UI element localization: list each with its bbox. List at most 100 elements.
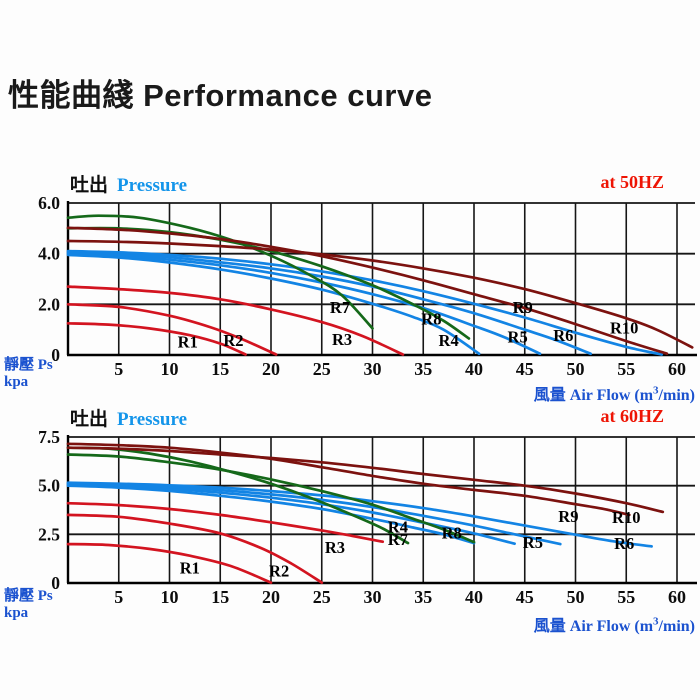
chart60-curve-label-R6: R6 bbox=[614, 534, 634, 553]
chart60-yaxis-unit-line2: kpa bbox=[4, 605, 29, 621]
chart50-xtick-30: 30 bbox=[364, 359, 382, 379]
chart60-ylabel-cjk: 靜壓 bbox=[4, 588, 35, 604]
chart60-curve-label-R4: R4 bbox=[388, 518, 408, 537]
chart50-xtick-35: 35 bbox=[414, 359, 432, 379]
chart50-xtick-40: 40 bbox=[465, 359, 483, 379]
chart60-curve-label-R7: R7 bbox=[388, 530, 408, 549]
chart50-ytick-0: 0 bbox=[51, 345, 60, 365]
chart50-curve-label-R8: R8 bbox=[421, 310, 441, 329]
chart60-xlabel-en-suffix: /min) bbox=[658, 618, 695, 635]
chart50-curve-R2 bbox=[66, 302, 278, 356]
chart50-ylabel-cjk: 靜壓 bbox=[4, 357, 35, 373]
chart60-curve-R7 bbox=[66, 446, 410, 545]
chart50-xtick-45: 45 bbox=[516, 359, 534, 379]
chart60-curve-R6 bbox=[66, 481, 653, 548]
chart50-xaxis-unit: 風量 Air Flow (m3/min) bbox=[534, 381, 695, 405]
chart60-curve-label-R3: R3 bbox=[325, 538, 345, 557]
chart50-header: 吐出 Pressure bbox=[70, 170, 187, 197]
chart60-xtick-45: 45 bbox=[516, 587, 534, 607]
chart60-xlabel-en: Air Flow (m bbox=[569, 618, 654, 635]
chart50-xlabel-en-suffix: /min) bbox=[658, 387, 695, 404]
chart50-curve-label-R2: R2 bbox=[223, 331, 243, 350]
chart60-curve-R9 bbox=[66, 442, 631, 517]
chart60-ytick-2.5: 2.5 bbox=[38, 524, 60, 544]
chart60-curve-R4 bbox=[66, 484, 476, 545]
chart50-yaxis-unit-line2: kpa bbox=[4, 374, 29, 390]
chart50-xtick-60: 60 bbox=[668, 359, 686, 379]
chart60-xaxis-unit: 風量 Air Flow (m3/min) bbox=[534, 612, 695, 636]
chart60-header: 吐出 Pressure bbox=[70, 404, 187, 431]
chart60-xtick-35: 35 bbox=[414, 587, 432, 607]
chart50-xlabel-exponent: 3 bbox=[653, 384, 659, 397]
chart50-xtick-50: 50 bbox=[567, 359, 585, 379]
chart60-curve-label-R5: R5 bbox=[523, 533, 543, 552]
chart60-curve-R3 bbox=[66, 501, 385, 544]
chart50-frequency-label: at 50HZ bbox=[600, 172, 664, 192]
chart50-xtick-15: 15 bbox=[211, 359, 229, 379]
chart60-xtick-20: 20 bbox=[262, 587, 280, 607]
chart60-xtick-15: 15 bbox=[211, 587, 229, 607]
chart60-curve-R10 bbox=[66, 446, 665, 514]
chart50-curve-label-R4: R4 bbox=[439, 331, 459, 350]
chart60-pressure-label-cjk: 吐出 bbox=[70, 409, 109, 430]
chart50-curve-label-R5: R5 bbox=[508, 327, 528, 346]
chart60-ytick-5.0: 5.0 bbox=[38, 476, 60, 496]
chart60-yaxis-unit: 靜壓 Ps kpa bbox=[4, 588, 53, 622]
chart50-xtick-55: 55 bbox=[617, 359, 635, 379]
chart50-xtick-20: 20 bbox=[262, 359, 280, 379]
chart50-curve-label-R7: R7 bbox=[330, 298, 350, 317]
chart60-xtick-50: 50 bbox=[567, 587, 585, 607]
chart60-xtick-30: 30 bbox=[364, 587, 382, 607]
page-title: 性能曲綫 Performance curve bbox=[8, 78, 433, 113]
chart60-ytick-7.5: 7.5 bbox=[38, 427, 60, 447]
chart50-curve-label-R9: R9 bbox=[513, 298, 533, 317]
chart50-pressure-label-en: Pressure bbox=[117, 175, 188, 196]
chart60-curve-label-R10: R10 bbox=[612, 508, 640, 527]
chart50-curve-R10 bbox=[66, 239, 694, 349]
chart60-curve-label-R1: R1 bbox=[180, 558, 200, 577]
chart50-curve-R6 bbox=[66, 251, 593, 356]
chart60-curve-R8 bbox=[66, 453, 476, 544]
chart60-yaxis-unit-line1: 靜壓 Ps bbox=[4, 588, 53, 605]
chart60-ytick-0: 0 bbox=[51, 573, 60, 593]
chart50-ytick-4.0: 4.0 bbox=[38, 244, 60, 264]
chart50-curve-label-R10: R10 bbox=[610, 318, 638, 337]
chart60-ylabel-en: Ps bbox=[37, 588, 53, 604]
chart50-curve-R8 bbox=[66, 226, 471, 340]
chart60-curve-label-R9: R9 bbox=[558, 507, 578, 526]
chart50-curve-R3 bbox=[66, 285, 405, 356]
chart50-ytick-6.0: 6.0 bbox=[38, 193, 60, 213]
chart50-xlabel-cjk: 風量 bbox=[533, 387, 566, 404]
chart60-curve-R5 bbox=[66, 482, 562, 546]
chart50-curve-R9 bbox=[66, 226, 669, 356]
chart60-curve-unlabeled-blue bbox=[66, 483, 516, 546]
chart60-curve-R2 bbox=[66, 513, 324, 584]
chart60-xtick-10: 10 bbox=[161, 587, 179, 607]
chart50-curve-label-R3: R3 bbox=[332, 330, 352, 349]
chart50-xtick-10: 10 bbox=[161, 359, 179, 379]
chart60-pressure-label-en: Pressure bbox=[117, 409, 188, 430]
chart50-ytick-2.0: 2.0 bbox=[38, 294, 60, 314]
chart50-xlabel-en: Air Flow (m bbox=[569, 387, 654, 404]
chart60-frequency-label: at 60HZ bbox=[600, 406, 664, 426]
chart60-xtick-55: 55 bbox=[617, 587, 635, 607]
chart50-curve-label-R6: R6 bbox=[553, 326, 573, 345]
chart50-pressure-label-cjk: 吐出 bbox=[70, 175, 109, 196]
chart50-curve-R4 bbox=[66, 253, 481, 356]
chart50-yaxis-unit: 靜壓 Ps kpa bbox=[4, 357, 53, 391]
chart50-curve-R1 bbox=[66, 321, 247, 356]
chart50-xtick-5: 5 bbox=[114, 359, 123, 379]
chart60-xtick-60: 60 bbox=[668, 587, 686, 607]
chart50-curve-unlabeled-blue bbox=[66, 249, 664, 356]
chart50-yaxis-unit-line1: 靜壓 Ps bbox=[4, 357, 53, 374]
chart60-xtick-40: 40 bbox=[465, 587, 483, 607]
chart60-curve-label-R2: R2 bbox=[269, 561, 289, 580]
chart60-curve-R1 bbox=[66, 542, 273, 584]
chart60-xtick-25: 25 bbox=[313, 587, 331, 607]
chart60-xlabel-cjk: 風量 bbox=[533, 618, 566, 635]
chart60-xlabel-exponent: 3 bbox=[653, 615, 659, 628]
chart60-xtick-5: 5 bbox=[114, 587, 123, 607]
chart50-curve-label-R1: R1 bbox=[178, 332, 198, 351]
